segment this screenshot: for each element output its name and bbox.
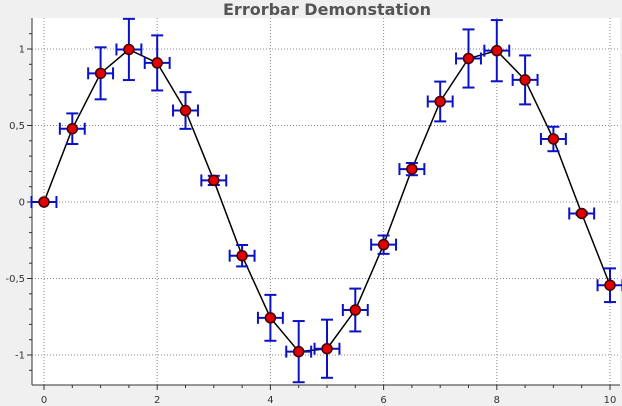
y-tick-label: -0,5	[5, 274, 25, 285]
data-point	[38, 196, 50, 208]
data-point	[434, 95, 446, 108]
data-point	[575, 207, 588, 220]
y-tick-label: 0	[19, 198, 25, 209]
x-tick-label: 8	[494, 395, 500, 406]
data-point	[264, 312, 277, 324]
data-point	[236, 249, 248, 262]
data-point	[94, 67, 107, 80]
data-point	[604, 279, 616, 291]
data-point	[321, 342, 333, 355]
data-point	[292, 345, 305, 358]
x-tick-label: 0	[41, 395, 47, 406]
data-point	[491, 44, 503, 57]
data-point	[66, 122, 79, 135]
data-point	[462, 52, 475, 65]
data-point	[151, 57, 163, 69]
plot-area: -1-0,500,510 2 4 6 8 10	[5, 17, 622, 406]
x-tick-label: 4	[267, 395, 273, 406]
data-point	[377, 238, 390, 251]
data-point	[349, 304, 362, 316]
x-tick-label: 10	[604, 395, 617, 406]
data-point	[519, 74, 531, 86]
chart-title: Errorbar Demonstation	[223, 0, 431, 19]
data-point	[123, 43, 135, 56]
data-point	[208, 174, 220, 187]
data-point	[179, 104, 192, 117]
y-tick-label: 1	[19, 45, 25, 56]
y-tick-label: -1	[15, 351, 25, 362]
data-point	[406, 163, 418, 175]
y-tick-label: 0,5	[9, 121, 25, 132]
data-point	[547, 133, 560, 145]
data-points	[38, 43, 616, 358]
x-tick-label: 2	[154, 395, 160, 406]
x-tick-label: 6	[380, 395, 386, 406]
